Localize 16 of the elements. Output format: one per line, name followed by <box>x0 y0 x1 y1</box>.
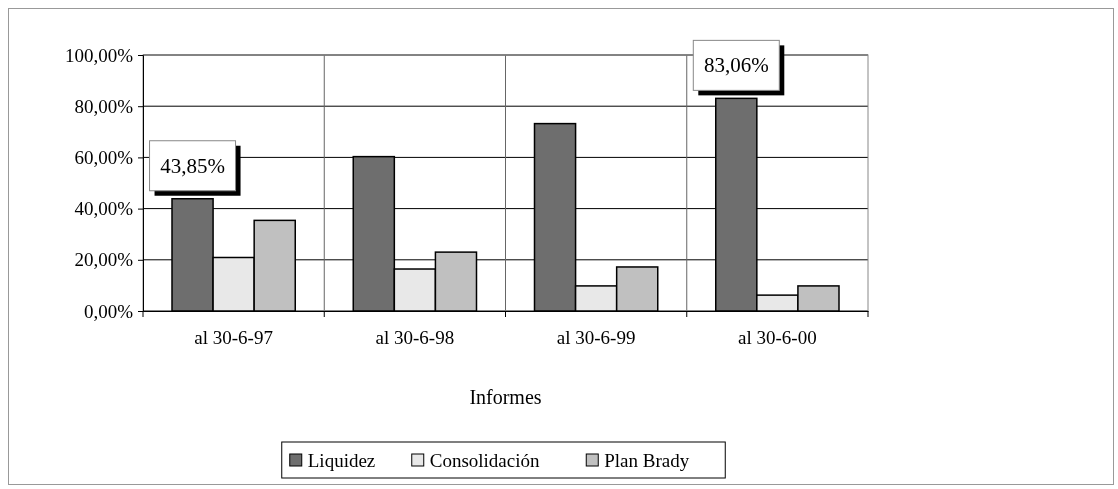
x-axis-title: Informes <box>469 386 542 408</box>
y-tick-label: 80,00% <box>74 95 134 117</box>
data-label: 83,06% <box>703 53 769 78</box>
x-tick-label: al 30-6-97 <box>194 327 273 349</box>
y-tick-label: 60,00% <box>74 146 134 168</box>
y-tick-label: 100,00% <box>64 44 134 66</box>
y-tick-label: 40,00% <box>74 198 134 220</box>
y-tick-label: 20,00% <box>74 249 134 271</box>
x-tick-label: al 30-6-99 <box>556 327 636 349</box>
x-tick-label: al 30-6-00 <box>738 327 817 349</box>
legend-label: Consolidación <box>429 450 541 471</box>
legend-label: Liquidez <box>307 450 376 471</box>
x-tick-label: al 30-6-98 <box>375 327 455 349</box>
y-tick-label: 0,00% <box>83 300 134 322</box>
legend-label: Plan Brady <box>604 450 690 471</box>
data-label: 43,85% <box>160 153 225 178</box>
